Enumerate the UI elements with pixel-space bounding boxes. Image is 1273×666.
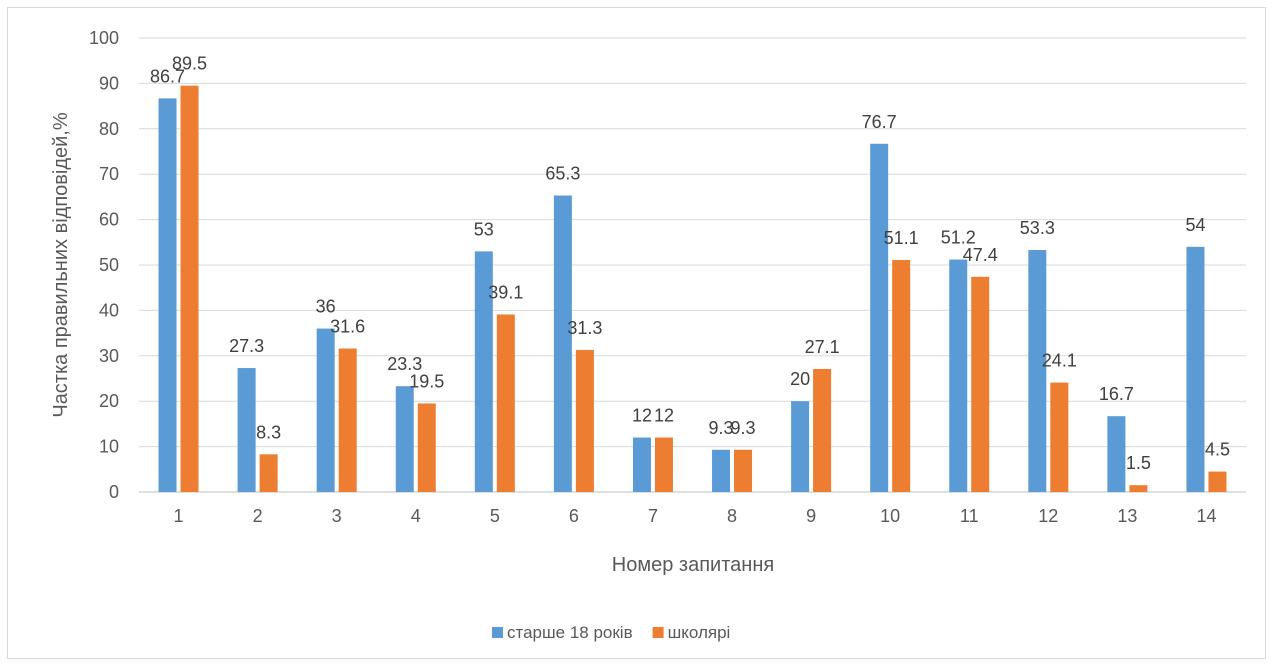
bar-adults: [1107, 416, 1126, 492]
bar-adults: [949, 259, 968, 492]
bar-adults: [1028, 250, 1047, 492]
y-tick-label: 20: [99, 391, 119, 411]
x-tick-label: 14: [1196, 506, 1216, 526]
bar-adults: [632, 437, 651, 492]
y-tick-label: 0: [109, 482, 119, 502]
data-label: 86.7: [150, 66, 185, 86]
legend-swatch: [492, 627, 503, 638]
x-tick-label: 3: [332, 506, 342, 526]
data-label: 47.4: [963, 245, 998, 265]
data-label: 23.3: [387, 354, 422, 374]
data-label: 19.5: [409, 371, 444, 391]
x-axis-title: Номер запитання: [612, 554, 774, 576]
x-tick-label: 2: [253, 506, 263, 526]
bar-pupils: [971, 276, 990, 492]
x-tick-labels: 1 2 3 4 5 6 7 8 9 10 11 12 13 14: [174, 506, 1217, 526]
data-label: 16.7: [1099, 384, 1134, 404]
bar-pupils: [1129, 485, 1148, 492]
data-label: 65.3: [545, 164, 580, 184]
bar-adults: [316, 328, 335, 492]
data-label: 51.2: [941, 228, 976, 248]
x-tick-label: 12: [1038, 506, 1058, 526]
chart-frame: [7, 7, 1266, 659]
legend-label: старше 18 років: [507, 623, 633, 642]
bar-pupils: [417, 403, 436, 492]
data-label: 12: [654, 406, 674, 426]
data-label: 76.7: [862, 112, 897, 132]
data-label: 89.5: [172, 54, 207, 74]
data-label: 39.1: [488, 282, 523, 302]
bar-adults: [553, 195, 572, 492]
bar-adults: [237, 368, 256, 492]
x-tick-label: 7: [648, 506, 658, 526]
data-label: 31.3: [567, 318, 602, 338]
x-tick-label: 9: [806, 506, 816, 526]
data-label: 31.6: [330, 317, 365, 337]
bar-pupils: [654, 437, 673, 492]
legend-swatch: [652, 627, 664, 638]
data-label: 54: [1185, 215, 1205, 235]
y-tick-label: 100: [89, 28, 119, 48]
data-label: 4.5: [1205, 440, 1230, 460]
bar-pupils: [1208, 471, 1227, 492]
bar-adults: [474, 251, 493, 492]
data-label: 27.3: [229, 336, 264, 356]
bar-pupils: [734, 449, 753, 492]
data-label: 24.1: [1042, 351, 1077, 371]
data-label: 36: [316, 297, 336, 317]
data-label: 8.3: [256, 422, 281, 442]
x-tick-label: 11: [960, 506, 979, 526]
data-label: 53.3: [1020, 218, 1055, 238]
data-label: 20: [790, 369, 810, 389]
legend-label: школярі: [668, 623, 731, 642]
bar-pupils: [892, 260, 911, 492]
x-tick-label: 8: [727, 506, 737, 526]
x-tick-label: 5: [490, 506, 500, 526]
bar-pupils: [1050, 382, 1069, 492]
y-tick-label: 80: [99, 119, 119, 139]
data-label: 9.3: [731, 418, 756, 438]
gridlines: [139, 37, 1246, 493]
data-label: 9.3: [709, 418, 734, 438]
data-label: 27.1: [805, 337, 840, 357]
bar-pupils: [338, 348, 357, 492]
y-tick-label: 10: [99, 437, 119, 457]
x-tick-label: 13: [1117, 506, 1137, 526]
x-tick-label: 10: [880, 506, 900, 526]
data-label: 53: [474, 219, 494, 239]
data-label: 1.5: [1126, 453, 1151, 473]
y-tick-label: 90: [99, 73, 119, 93]
bar-adults: [395, 386, 414, 492]
bar-pupils: [575, 349, 594, 492]
y-tick-label: 40: [99, 300, 119, 320]
bar-pupils: [813, 368, 832, 492]
bars: [158, 85, 1227, 493]
y-tick-label: 50: [99, 255, 119, 275]
x-tick-label: 1: [174, 506, 184, 526]
bar-adults: [712, 449, 731, 492]
y-tick-label: 60: [99, 210, 119, 230]
bar-adults: [1186, 246, 1205, 492]
data-label: 12: [632, 406, 652, 426]
x-tick-label: 6: [569, 506, 579, 526]
bar-adults: [791, 401, 810, 492]
y-tick-labels: 0 10 20 30 40 50 60 70 80 90 100: [89, 28, 119, 502]
bar-pupils: [180, 85, 199, 493]
bar-adults: [870, 143, 889, 493]
x-tick-label: 4: [411, 506, 421, 526]
bar-pupils: [259, 454, 278, 492]
y-tick-label: 30: [99, 346, 119, 366]
y-axis-title: Частка правильних відповідей,%: [50, 112, 72, 418]
bar-pupils: [496, 314, 515, 492]
legend: старше 18 років школярі: [492, 623, 730, 642]
y-tick-label: 70: [99, 164, 119, 184]
data-label: 51.1: [884, 228, 919, 248]
bar-adults: [158, 98, 177, 492]
